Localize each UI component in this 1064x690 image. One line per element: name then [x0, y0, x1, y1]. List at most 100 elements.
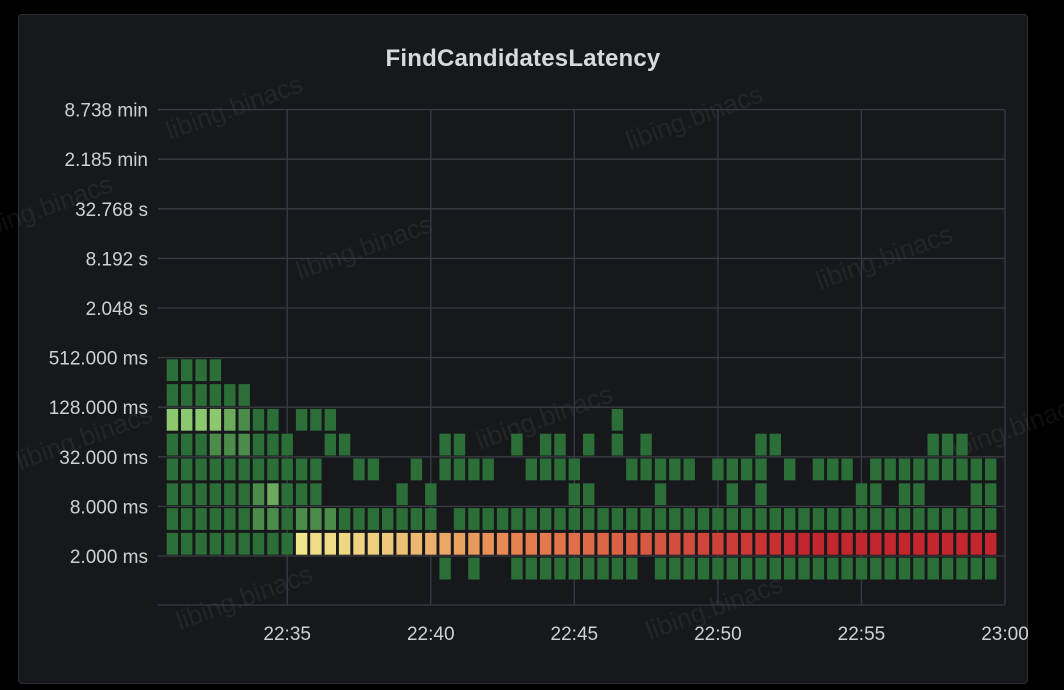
heatmap-cell[interactable]	[583, 508, 595, 530]
heatmap-cell[interactable]	[956, 458, 968, 481]
heatmap-cell[interactable]	[425, 508, 437, 530]
heatmap-cell[interactable]	[367, 532, 380, 555]
heatmap-cell[interactable]	[898, 458, 911, 481]
heatmap-cell[interactable]	[697, 508, 710, 530]
heatmap-cell[interactable]	[453, 458, 466, 481]
heatmap-cell[interactable]	[209, 384, 222, 406]
heatmap-cell[interactable]	[898, 557, 911, 580]
heatmap-cell[interactable]	[310, 532, 322, 555]
heatmap-cell[interactable]	[195, 359, 207, 382]
heatmap-cell[interactable]	[970, 483, 982, 506]
heatmap-cell[interactable]	[554, 508, 566, 530]
heatmap-cell[interactable]	[784, 458, 796, 481]
heatmap-cell[interactable]	[539, 433, 552, 456]
heatmap-cell[interactable]	[568, 458, 580, 481]
heatmap-cell[interactable]	[640, 433, 652, 456]
heatmap-cell[interactable]	[439, 433, 451, 456]
heatmap-cell[interactable]	[295, 483, 308, 506]
heatmap-cell[interactable]	[554, 532, 566, 555]
heatmap-cell[interactable]	[798, 532, 810, 555]
heatmap-cell[interactable]	[238, 532, 250, 555]
heatmap-cell[interactable]	[941, 508, 954, 530]
heatmap-cell[interactable]	[812, 508, 825, 530]
heatmap-cell[interactable]	[568, 532, 580, 555]
heatmap-cell[interactable]	[195, 532, 207, 555]
heatmap-cell[interactable]	[382, 508, 394, 530]
heatmap-cell[interactable]	[281, 508, 293, 530]
heatmap-cell[interactable]	[583, 557, 595, 580]
heatmap-cell[interactable]	[396, 532, 408, 555]
heatmap-cell[interactable]	[224, 433, 236, 456]
heatmap-cell[interactable]	[597, 508, 609, 530]
heatmap-cell[interactable]	[195, 384, 207, 406]
heatmap-cell[interactable]	[224, 508, 236, 530]
heatmap-cell[interactable]	[927, 557, 939, 580]
heatmap-cell[interactable]	[611, 508, 624, 530]
heatmap-cell[interactable]	[468, 532, 480, 555]
heatmap-cell[interactable]	[181, 458, 193, 481]
heatmap-cell[interactable]	[195, 408, 207, 431]
heatmap-cell[interactable]	[884, 508, 896, 530]
heatmap-cell[interactable]	[224, 483, 236, 506]
heatmap-cell[interactable]	[209, 508, 222, 530]
heatmap-cell[interactable]	[654, 557, 667, 580]
heatmap-cell[interactable]	[166, 458, 179, 481]
heatmap-cell[interactable]	[784, 557, 796, 580]
heatmap-cell[interactable]	[970, 508, 982, 530]
heatmap-cell[interactable]	[166, 359, 179, 382]
heatmap-cell[interactable]	[525, 557, 537, 580]
heatmap-cell[interactable]	[927, 532, 939, 555]
heatmap-cell[interactable]	[267, 433, 279, 456]
heatmap-cell[interactable]	[281, 433, 293, 456]
heatmap-cell[interactable]	[827, 557, 839, 580]
heatmap-cell[interactable]	[295, 532, 308, 555]
heatmap-cell[interactable]	[195, 458, 207, 481]
heatmap-cell[interactable]	[913, 508, 925, 530]
heatmap-cell[interactable]	[295, 458, 308, 481]
heatmap-cell[interactable]	[338, 508, 351, 530]
heatmap-cell[interactable]	[511, 508, 523, 530]
heatmap-cell[interactable]	[755, 433, 767, 456]
heatmap-cell[interactable]	[539, 532, 552, 555]
heatmap-cell[interactable]	[784, 532, 796, 555]
heatmap-cell[interactable]	[611, 433, 624, 456]
heatmap-cell[interactable]	[181, 532, 193, 555]
heatmap-cell[interactable]	[252, 433, 265, 456]
heatmap-cell[interactable]	[525, 532, 537, 555]
heatmap-cell[interactable]	[841, 458, 853, 481]
heatmap-cell[interactable]	[683, 458, 695, 481]
heatmap-cell[interactable]	[870, 557, 882, 580]
heatmap-cell[interactable]	[755, 557, 767, 580]
heatmap-cell[interactable]	[181, 483, 193, 506]
heatmap-cell[interactable]	[769, 433, 781, 456]
heatmap-cell[interactable]	[425, 532, 437, 555]
heatmap-cell[interactable]	[956, 557, 968, 580]
heatmap-cell[interactable]	[827, 458, 839, 481]
heatmap-cell[interactable]	[898, 532, 911, 555]
heatmap-cell[interactable]	[525, 458, 537, 481]
heatmap-cell[interactable]	[195, 433, 207, 456]
heatmap-cell[interactable]	[755, 532, 767, 555]
heatmap-cell[interactable]	[913, 483, 925, 506]
heatmap-cell[interactable]	[410, 458, 423, 481]
heatmap-cell[interactable]	[482, 508, 494, 530]
heatmap-cell[interactable]	[583, 483, 595, 506]
heatmap-cell[interactable]	[870, 508, 882, 530]
heatmap-cell[interactable]	[482, 532, 494, 555]
heatmap-cell[interactable]	[740, 532, 753, 555]
heatmap-cell[interactable]	[740, 458, 753, 481]
heatmap-cell[interactable]	[496, 508, 509, 530]
heatmap-cell[interactable]	[353, 532, 365, 555]
heatmap-cell[interactable]	[985, 483, 997, 506]
heatmap-cell[interactable]	[755, 508, 767, 530]
heatmap-cell[interactable]	[669, 557, 681, 580]
heatmap-cell[interactable]	[985, 557, 997, 580]
heatmap-cell[interactable]	[654, 532, 667, 555]
heatmap-cell[interactable]	[726, 508, 738, 530]
heatmap-cell[interactable]	[238, 458, 250, 481]
heatmap-cell[interactable]	[898, 508, 911, 530]
heatmap-cell[interactable]	[726, 532, 738, 555]
heatmap-cell[interactable]	[798, 508, 810, 530]
heatmap-cell[interactable]	[310, 483, 322, 506]
heatmap-cell[interactable]	[985, 508, 997, 530]
